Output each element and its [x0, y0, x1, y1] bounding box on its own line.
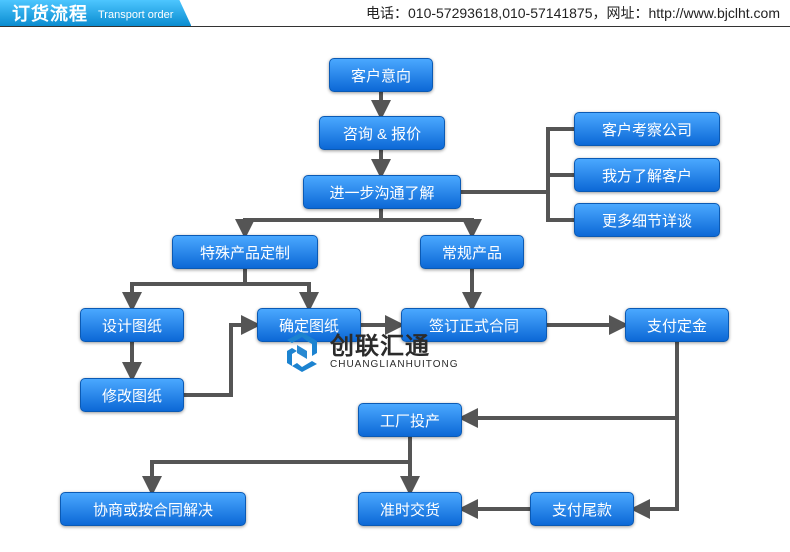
header-title-en: Transport order — [98, 9, 173, 21]
flow-node-n2: 咨询 & 报价 — [319, 116, 445, 150]
flow-node-n9: 设计图纸 — [80, 308, 184, 342]
flow-edge — [381, 220, 472, 235]
flow-node-n16: 准时交货 — [358, 492, 462, 526]
flow-edge — [184, 325, 257, 395]
page-header: 订货流程 Transport order 电话：010-57293618,010… — [0, 0, 790, 27]
brand-logo: 创联汇通 CHUANGLIANHUITONG — [280, 330, 459, 374]
header-title-cn: 订货流程 — [12, 0, 88, 26]
flow-node-n14: 工厂投产 — [358, 403, 462, 437]
flow-edge — [634, 418, 677, 509]
flow-node-n7: 特殊产品定制 — [172, 235, 318, 269]
header-tab: 订货流程 Transport order — [0, 0, 191, 26]
flow-edge — [152, 462, 410, 492]
flowchart-canvas: 客户意向咨询 & 报价进一步沟通了解 客户考察公司我方了解客户更多细节详谈特殊产品… — [0, 30, 790, 552]
flow-edge — [245, 209, 381, 235]
flow-node-n15: 协商或按合同解决 — [60, 492, 246, 526]
flow-node-n3: 进一步沟通了解 — [303, 175, 461, 209]
flow-edge — [245, 284, 309, 308]
logo-text-en: CHUANGLIANHUITONG — [330, 359, 459, 370]
flow-node-n4: 客户考察公司 — [574, 112, 720, 146]
flowchart-edges — [0, 30, 790, 552]
flow-node-n12: 支付定金 — [625, 308, 729, 342]
logo-text-cn: 创联汇通 — [330, 335, 459, 359]
flow-edge — [461, 129, 574, 192]
header-contact-info: 电话：010-57293618,010-57141875，网址：http://w… — [366, 0, 780, 26]
flow-node-n13: 修改图纸 — [80, 378, 184, 412]
flow-edge — [462, 342, 677, 418]
logo-text: 创联汇通 CHUANGLIANHUITONG — [330, 335, 459, 370]
logo-mark-icon — [280, 330, 324, 374]
flow-node-n8: 常规产品 — [420, 235, 524, 269]
flow-node-n5: 我方了解客户 — [574, 158, 720, 192]
flow-edge — [132, 269, 245, 308]
flow-node-n6: 更多细节详谈 — [574, 203, 720, 237]
flow-node-n1: 客户意向 — [329, 58, 433, 92]
flow-node-n17: 支付尾款 — [530, 492, 634, 526]
